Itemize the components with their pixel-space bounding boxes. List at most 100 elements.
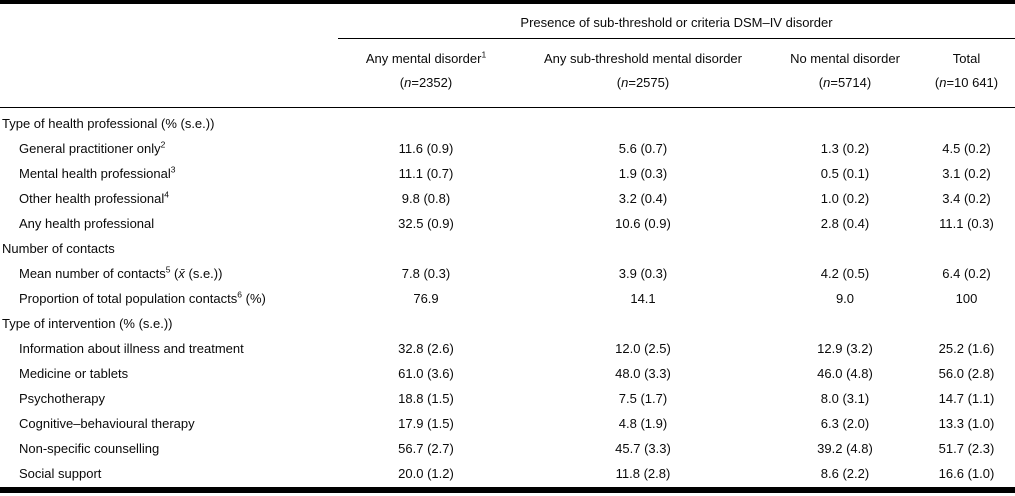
row-label: Any health professional xyxy=(19,216,155,231)
row-label: General practitioner only2 xyxy=(19,139,166,156)
cell-value: 46.0 (4.8) xyxy=(817,366,873,381)
table-row: Information about illness and treatment 3… xyxy=(0,336,1015,361)
column-n-count: (n=5714) xyxy=(818,75,872,90)
table-row: Mean number of contacts5 (x̄ (s.e.)) 7.8 … xyxy=(0,261,1015,286)
footnote-marker: 4 xyxy=(164,189,169,200)
cell-value: 5.6 (0.7) xyxy=(618,141,668,156)
cell-value: 20.0 (1.2) xyxy=(398,466,454,481)
column-header: Total (n=10 641) xyxy=(918,48,1015,96)
section-label: Number of contacts xyxy=(2,241,115,256)
spanner-heading: Presence of sub-threshold or criteria DS… xyxy=(520,15,833,30)
column-n-count: (n=2352) xyxy=(399,75,453,90)
column-title: Any mental disorder1 xyxy=(365,49,487,66)
table-row: Mental health professional3 11.1 (0.7) 1.9… xyxy=(0,161,1015,186)
section-label: Type of health professional (% (s.e.)) xyxy=(2,116,215,131)
table-row: General practitioner only2 11.6 (0.9) 5.6 … xyxy=(0,136,1015,161)
cell-value: 56.0 (2.8) xyxy=(938,366,995,381)
cell-value: 8.0 (3.1) xyxy=(820,391,870,406)
column-title: No mental disorder xyxy=(790,51,900,66)
column-header: No mental disorder (n=5714) xyxy=(772,48,918,96)
spanner-rule xyxy=(338,38,1015,39)
row-label: Psychotherapy xyxy=(19,391,105,406)
table-body: Type of health professional (% (s.e.)) Ge… xyxy=(0,111,1015,486)
cell-value: 14.7 (1.1) xyxy=(938,391,995,406)
row-label: Non-specific counselling xyxy=(19,441,160,456)
cell-value: 4.5 (0.2) xyxy=(942,141,991,156)
cell-value: 39.2 (4.8) xyxy=(817,441,873,456)
cell-value: 18.8 (1.5) xyxy=(398,391,454,406)
cell-value: 100 xyxy=(955,291,978,306)
footnote-marker: 2 xyxy=(160,139,166,150)
column-header: Any sub-threshold mental disorder (n=2575… xyxy=(514,48,772,96)
header-rule xyxy=(0,107,1015,108)
footnote-marker: 1 xyxy=(481,49,487,60)
column-n-count: (n=10 641) xyxy=(934,75,999,90)
cell-value: 1.0 (0.2) xyxy=(820,191,870,206)
cell-value: 51.7 (2.3) xyxy=(938,441,995,456)
cell-value: 6.4 (0.2) xyxy=(942,266,991,281)
table-row: Cognitive–behavioural therapy 17.9 (1.5) 4… xyxy=(0,411,1015,436)
row-label: Information about illness and treatment xyxy=(19,341,244,356)
cell-value: 1.9 (0.3) xyxy=(618,166,668,181)
section-row: Type of health professional (% (s.e.)) xyxy=(0,111,1015,136)
cell-value: 2.8 (0.4) xyxy=(820,216,870,231)
row-label: Social support xyxy=(19,466,102,481)
cell-value: 1.3 (0.2) xyxy=(820,141,870,156)
cell-value: 8.6 (2.2) xyxy=(820,466,870,481)
cell-value: 14.1 xyxy=(630,291,656,306)
cell-value: 7.5 (1.7) xyxy=(618,391,668,406)
cell-value: 11.1 (0.3) xyxy=(939,216,994,231)
cell-value: 61.0 (3.6) xyxy=(398,366,454,381)
cell-value: 7.8 (0.3) xyxy=(401,266,451,281)
cell-value: 45.7 (3.3) xyxy=(615,441,671,456)
footnote-marker: 6 xyxy=(237,289,242,300)
cell-value: 11.8 (2.8) xyxy=(615,466,671,481)
cell-value: 25.2 (1.6) xyxy=(938,341,995,356)
column-headers: Any mental disorder1 (n=2352) Any sub-thre… xyxy=(338,48,1015,96)
cell-value: 32.8 (2.6) xyxy=(398,341,454,356)
row-label: Proportion of total population contacts6… xyxy=(19,289,266,306)
cell-value: 0.5 (0.1) xyxy=(820,166,870,181)
row-label: Mental health professional3 xyxy=(19,164,176,181)
footnote-marker: 3 xyxy=(170,164,176,175)
cell-value: 9.0 xyxy=(835,291,855,306)
cell-value: 10.6 (0.9) xyxy=(615,216,671,231)
column-n-count: (n=2575) xyxy=(616,75,670,90)
cell-value: 3.2 (0.4) xyxy=(618,191,668,206)
cell-value: 13.3 (1.0) xyxy=(938,416,995,431)
bottom-rule xyxy=(0,487,1015,493)
cell-value: 12.0 (2.5) xyxy=(615,341,671,356)
row-label: Medicine or tablets xyxy=(19,366,129,381)
cell-value: 3.9 (0.3) xyxy=(618,266,668,281)
column-header: Any mental disorder1 (n=2352) xyxy=(338,48,514,96)
cell-value: 3.4 (0.2) xyxy=(942,191,991,206)
row-label: Other health professional4 xyxy=(19,189,169,206)
cell-value: 17.9 (1.5) xyxy=(398,416,454,431)
top-rule xyxy=(0,0,1015,4)
cell-value: 16.6 (1.0) xyxy=(938,466,995,481)
cell-value: 11.6 (0.9) xyxy=(398,141,454,156)
cell-value: 6.3 (2.0) xyxy=(820,416,870,431)
footnote-marker: 5 xyxy=(165,264,171,275)
table-row: Social support 20.0 (1.2) 11.8 (2.8) 8.6 (2… xyxy=(0,461,1015,486)
cell-value: 12.9 (3.2) xyxy=(817,341,873,356)
column-title: Any sub-threshold mental disorder xyxy=(544,51,742,66)
cell-value: 4.8 (1.9) xyxy=(618,416,668,431)
table-row: Non-specific counselling 56.7 (2.7) 45.7 (… xyxy=(0,436,1015,461)
table-row: Any health professional 32.5 (0.9) 10.6 (0… xyxy=(0,211,1015,236)
row-label: Cognitive–behavioural therapy xyxy=(19,416,195,431)
cell-value: 76.9 xyxy=(413,291,439,306)
section-row: Number of contacts xyxy=(0,236,1015,261)
table-row: Medicine or tablets 61.0 (3.6) 48.0 (3.3) 4… xyxy=(0,361,1015,386)
table-row: Psychotherapy 18.8 (1.5) 7.5 (1.7) 8.0 (3.1… xyxy=(0,386,1015,411)
cell-value: 48.0 (3.3) xyxy=(615,366,671,381)
cell-value: 32.5 (0.9) xyxy=(398,216,454,231)
table-row: Other health professional4 9.8 (0.8) 3.2 (… xyxy=(0,186,1015,211)
section-row: Type of intervention (% (s.e.)) xyxy=(0,311,1015,336)
cell-value: 11.1 (0.7) xyxy=(398,166,454,181)
cell-value: 4.2 (0.5) xyxy=(820,266,870,281)
column-title: Total xyxy=(952,51,981,66)
row-label: Mean number of contacts5 (x̄ (s.e.)) xyxy=(19,264,223,281)
cell-value: 3.1 (0.2) xyxy=(942,166,991,181)
